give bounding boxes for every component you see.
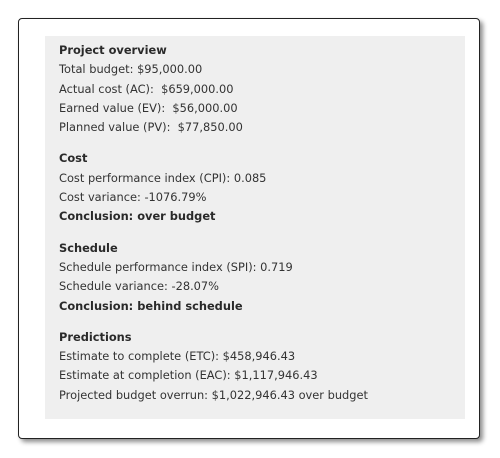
card: Project overview Total budget: $95,000.00… (18, 18, 480, 439)
info-line: Actual cost (AC): $659,000.00 (59, 81, 234, 96)
info-line: Schedule performance index (SPI): 0.719 (59, 259, 293, 274)
section-title: Project overview (59, 43, 167, 57)
info-line: Cost variance: -1076.79% (59, 190, 207, 205)
section: Project overview Total budget: $95,000.00… (59, 41, 465, 137)
info-line: Schedule variance: -28.07% (59, 279, 220, 294)
info-line: Cost performance index (CPI): 0.085 (59, 170, 267, 185)
summary-panel: Project overview Total budget: $95,000.00… (45, 36, 465, 419)
section: Cost Cost performance index (CPI): 0.085 C… (59, 149, 465, 226)
info-line: Estimate to complete (ETC): $458,946.43 (59, 349, 296, 364)
section: Predictions Estimate to complete (ETC): $… (59, 328, 465, 405)
section-title: Predictions (59, 329, 132, 344)
info-line: Earned value (EV): $56,000.00 (59, 100, 238, 115)
section: Schedule Schedule performance index (SPI)… (59, 239, 465, 316)
conclusion: Conclusion: behind schedule (59, 298, 243, 313)
info-line: Projected budget overrun: $1,022,946.43 … (59, 387, 368, 402)
section-title: Schedule (59, 240, 118, 255)
info-line: Total budget: $95,000.00 (59, 62, 203, 77)
section-title: Cost (59, 151, 88, 166)
info-line: Estimate at completion (EAC): $1,117,946… (59, 368, 318, 383)
conclusion: Conclusion: over budget (59, 209, 216, 224)
info-line: Planned value (PV): $77,850.00 (59, 120, 243, 135)
